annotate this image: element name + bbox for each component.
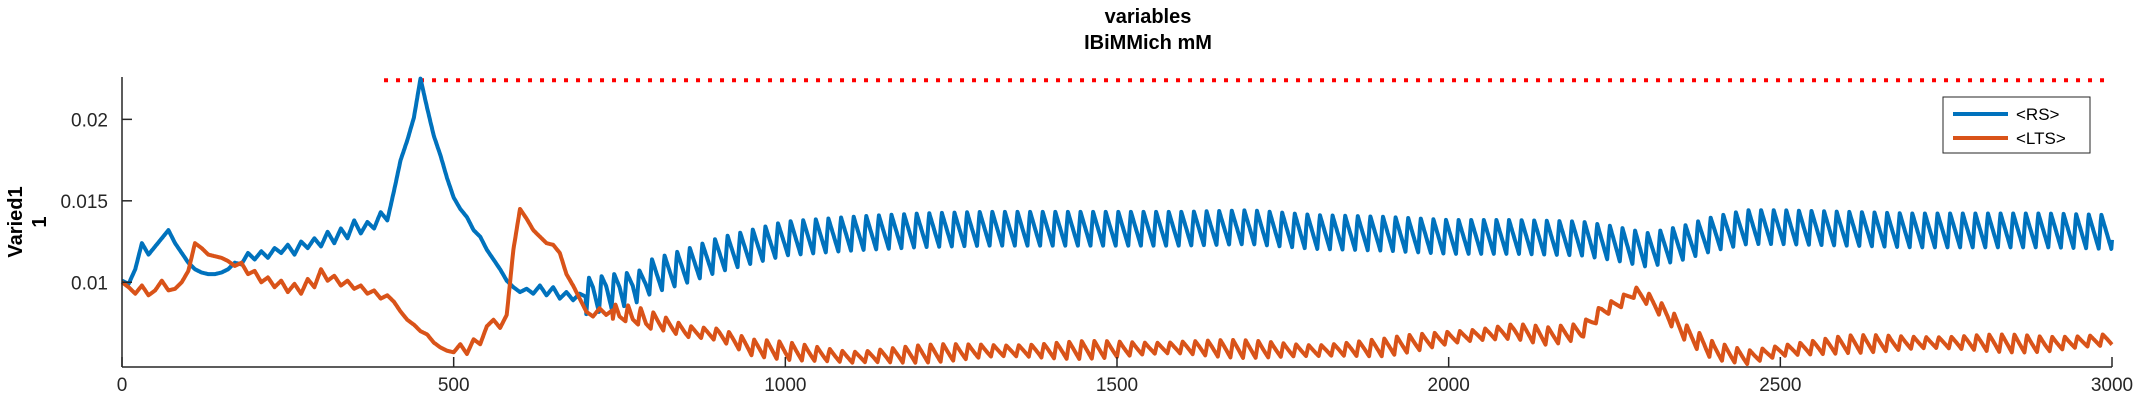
y-tick-label: 0.02 [71, 110, 108, 131]
series-line-lts [120, 207, 2114, 366]
y-tick-label: 0.01 [71, 273, 108, 294]
x-tick-label: 1500 [1096, 375, 1138, 396]
x-tick-label: 3000 [2091, 375, 2133, 396]
y-axis-label: Varied1 1 [5, 186, 51, 257]
legend: <RS> <LTS> [1942, 96, 2091, 154]
plot-area [120, 76, 2114, 366]
chart-title: variables [1105, 6, 1192, 28]
legend-label-rs: <RS> [2016, 105, 2060, 124]
legend-label-lts: <LTS> [2016, 129, 2066, 148]
x-tick-label: 500 [438, 375, 470, 396]
x-tick-label: 0 [117, 375, 128, 396]
x-tick-label: 2500 [1759, 375, 1801, 396]
y-axis: 0.01 0.015 0.02 [60, 77, 132, 367]
x-axis: 0 500 1000 1500 2000 2500 3000 [117, 357, 2133, 396]
y-tick-label: 0.015 [60, 192, 108, 213]
legend-box [1942, 96, 2091, 154]
y-axis-label-line-2: 1 [29, 216, 51, 227]
y-axis-label-line-1: Varied1 [5, 186, 27, 257]
x-tick-label: 1000 [764, 375, 806, 396]
x-tick-label: 2000 [1428, 375, 1470, 396]
chart-subtitle: IBiMMich mM [1084, 32, 1212, 54]
series-line-rs [120, 76, 2114, 317]
